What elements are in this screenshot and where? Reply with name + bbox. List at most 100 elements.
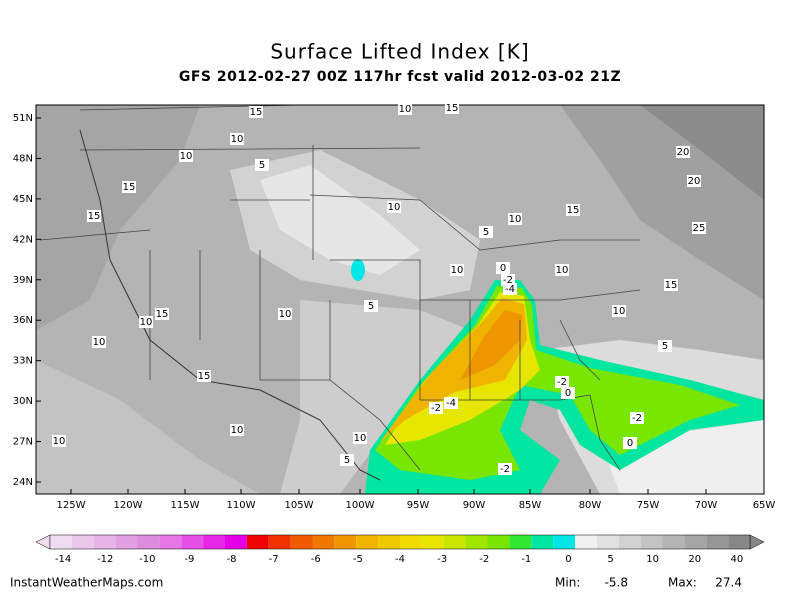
contour-label-bg — [353, 432, 367, 444]
contour-label-bg — [479, 226, 493, 238]
colorbar-label: -4 — [395, 554, 405, 565]
contour-label-text: 10 — [613, 306, 626, 317]
contour-label-bg — [498, 463, 512, 475]
lon-tick-label: 85W — [519, 500, 542, 511]
map-field — [36, 105, 764, 494]
contour-label-bg — [658, 340, 672, 352]
colorbar-swatch — [443, 535, 466, 549]
contour-label-text: -2 — [557, 377, 567, 388]
contour-label-text: 15 — [567, 205, 580, 216]
colorbar-label: -3 — [437, 554, 447, 565]
lon-tick-label: 65W — [753, 500, 776, 511]
contour-label-bg — [630, 412, 644, 424]
contour-label-bg — [92, 336, 106, 348]
contour-label-text: 10 — [231, 134, 244, 145]
contour-label-text: 5 — [344, 455, 350, 466]
contour-label: -2 — [429, 402, 443, 414]
contour-label-bg — [179, 150, 193, 162]
colorbar-swatch — [71, 535, 94, 549]
contour-label: 10 — [387, 201, 401, 213]
colorbar-swatch — [531, 535, 554, 549]
site: InstantWeatherMaps.com — [10, 576, 163, 590]
contour-label: 10 — [179, 150, 193, 162]
lon-tick-label: 125W — [57, 500, 86, 511]
lat-tick-label: 51N — [13, 113, 33, 124]
colorbar-swatch — [421, 535, 444, 549]
colorbar-label: 40 — [731, 554, 744, 565]
contour-label: 25 — [692, 222, 706, 234]
colorbar-label: -7 — [269, 554, 279, 565]
contour-label-text: 25 — [693, 223, 706, 234]
colorbar-swatch — [312, 535, 335, 549]
colorbar-label: 5 — [607, 554, 613, 565]
colorbar-swatch — [662, 535, 685, 549]
colorbar-label: 20 — [688, 554, 701, 565]
contour-label: 20 — [687, 175, 701, 187]
colorbar-swatch — [225, 535, 247, 549]
contour-label-text: 10 — [399, 104, 412, 115]
colorbar-frame — [49, 534, 751, 550]
colorbar-label: -9 — [184, 554, 194, 565]
contour-label: 10 — [450, 264, 464, 276]
contour-label-text: 15 — [250, 107, 263, 118]
colorbar-label: -12 — [97, 554, 113, 565]
contour-label-text: 5 — [368, 301, 374, 312]
contour-label: 10 — [508, 213, 522, 225]
colorbar-swatch — [487, 535, 510, 549]
contour-label-bg — [561, 387, 575, 399]
contour-label-text: 10 — [279, 309, 292, 320]
colorbar-swatch — [268, 535, 291, 549]
subtitle: GFS 2012-02-27 00Z 117hr fcst valid 2012… — [179, 69, 621, 85]
contour-label-bg — [340, 454, 354, 466]
max-value: 27.4 — [715, 576, 742, 590]
contour-label: 5 — [340, 454, 354, 466]
contour-label-bg — [52, 435, 66, 447]
lat-tick-label: 33N — [13, 356, 33, 367]
contour-label-bg — [155, 308, 169, 320]
contour-label-text: 10 — [231, 425, 244, 436]
colorbar-label: -2 — [479, 554, 489, 565]
colorbar-swatch — [728, 535, 750, 549]
colorbar-label: 10 — [646, 554, 659, 565]
contour-label: 5 — [658, 340, 672, 352]
contour-label: 10 — [52, 435, 66, 447]
contour-label-bg — [255, 159, 269, 171]
colorbar-label: 0 — [565, 554, 571, 565]
colorbar-left-arrow — [35, 534, 51, 550]
contour-label-bg — [676, 146, 690, 158]
colorbar-swatch — [684, 535, 707, 549]
lat-tick-label: 30N — [13, 396, 33, 407]
contour-label-text: 10 — [354, 433, 367, 444]
lat-tick-label: 48N — [13, 153, 33, 164]
contour-label-bg — [444, 397, 458, 409]
contour-label-bg — [692, 222, 706, 234]
contour-label: 20 — [676, 146, 690, 158]
contour-label-text: -2 — [503, 275, 513, 286]
contour-label: 10 — [92, 336, 106, 348]
contour-label-bg — [508, 213, 522, 225]
colorbar-swatch — [596, 535, 619, 549]
contour-label-bg — [364, 300, 378, 312]
contour-label-bg — [664, 279, 678, 291]
contour-label-bg — [612, 305, 626, 317]
contour-label: 15 — [122, 181, 136, 193]
contour-label: 10 — [353, 432, 367, 444]
contour-label-text: 5 — [662, 341, 668, 352]
contour-label-text: -4 — [446, 398, 456, 409]
lon-tick-label: 100W — [346, 500, 375, 511]
contour-label-text: -2 — [500, 464, 510, 475]
title: Surface Lifted Index [K] — [270, 40, 529, 64]
contour-label-text: 10 — [388, 202, 401, 213]
contour-label: 0 — [496, 262, 510, 274]
contour-label: 15 — [664, 279, 678, 291]
contour-label: -2 — [498, 463, 512, 475]
contour-label-text: 15 — [88, 211, 101, 222]
contour-label: -4 — [503, 283, 517, 295]
lat-tick-label: 39N — [13, 275, 33, 286]
colorbar-swatch — [50, 535, 72, 549]
colorbar-swatch — [203, 535, 225, 549]
contour-label: 15 — [566, 204, 580, 216]
contour-label-bg — [249, 106, 263, 118]
contour-label-text: 5 — [259, 160, 265, 171]
lat-tick-label: 42N — [13, 234, 33, 245]
